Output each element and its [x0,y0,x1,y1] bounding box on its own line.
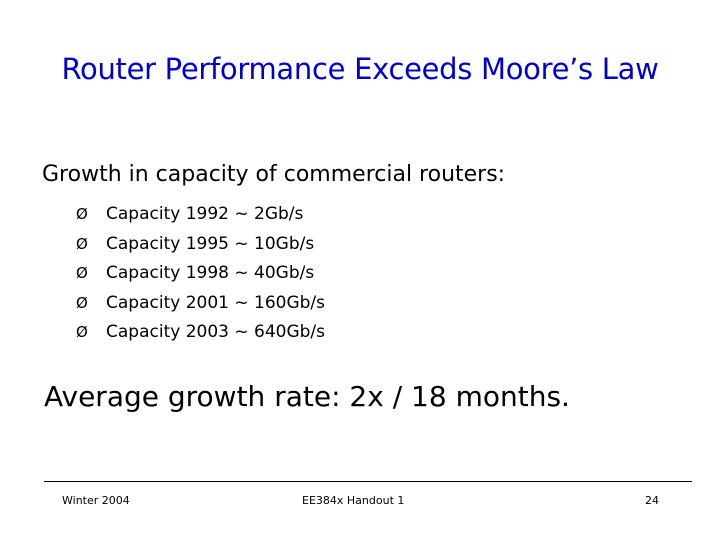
bullet-text: Capacity 2001 ~ 160Gb/s [106,292,326,313]
average-growth-text: Average growth rate: 2x / 18 months. [44,380,570,413]
list-item: Ø Capacity 1998 ~ 40Gb/s [76,259,325,289]
bullet-text: Capacity 1998 ~ 40Gb/s [106,263,315,283]
slide-title: Router Performance Exceeds Moore’s Law [61,52,659,86]
footer-handout: EE384x Handout 1 [302,494,405,507]
arrow-bullet-icon: Ø [76,323,88,341]
list-item: Ø Capacity 1992 ~ 2Gb/s [76,200,325,230]
bullet-text: Capacity 1995 ~ 10Gb/s [106,233,315,254]
footer-divider [44,481,692,482]
bullet-list: Ø Capacity 1992 ~ 2Gb/s Ø Capacity 1995 ~ … [76,200,325,348]
footer-date: Winter 2004 [62,494,130,507]
arrow-bullet-icon: Ø [76,234,88,253]
list-item: Ø Capacity 2003 ~ 640Gb/s [76,318,325,348]
list-item: Ø Capacity 1995 ~ 10Gb/s [76,230,325,260]
bullet-text: Capacity 2003 ~ 640Gb/s [106,322,326,342]
bullet-text: Capacity 1992 ~ 2Gb/s [106,204,304,224]
arrow-bullet-icon: Ø [76,264,88,282]
page-number: 24 [645,494,659,507]
list-item: Ø Capacity 2001 ~ 160Gb/s [76,289,325,319]
arrow-bullet-icon: Ø [76,205,88,223]
intro-text: Growth in capacity of commercial routers… [42,162,506,187]
arrow-bullet-icon: Ø [76,293,88,312]
